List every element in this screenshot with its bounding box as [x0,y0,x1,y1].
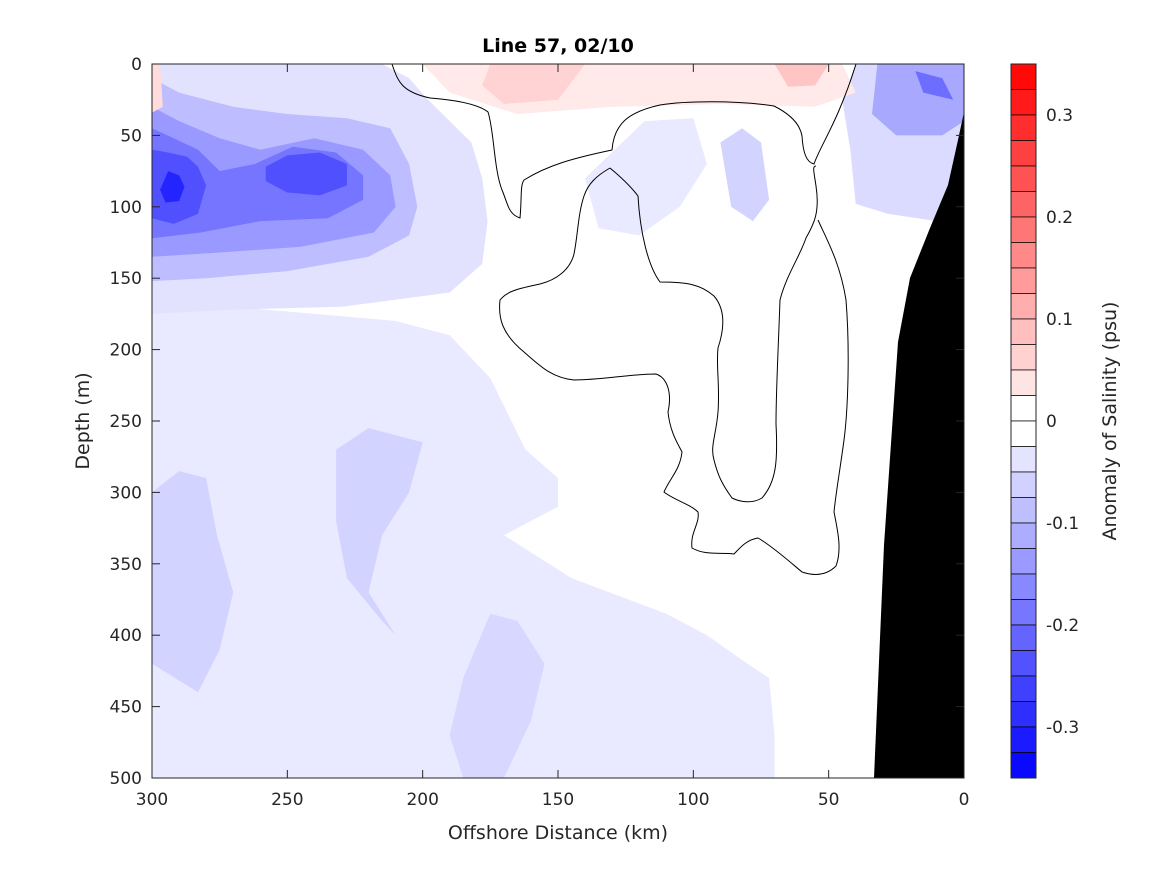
colorbar-swatch [1010,191,1037,218]
colorbar-swatch [1010,548,1037,575]
colorbar-tick-label: 0 [1046,412,1057,432]
colorbar-swatch [1010,420,1037,447]
colorbar-swatch [1010,242,1037,269]
y-tick-label: 0 [131,55,142,75]
colorbar-swatch [1010,497,1037,524]
colorbar-swatch [1010,573,1037,600]
colorbar-swatch [1010,471,1037,498]
chart-title: Line 57, 02/10 [482,35,634,57]
contour-band [160,171,185,203]
y-axis: 0 50 100 150 200 250 300 350 400 450 500 [110,55,964,789]
colorbar-swatch [1010,522,1037,549]
colorbar-label: Anomaly of Salinity (psu) [1099,302,1121,541]
colorbar-swatch [1010,726,1037,753]
x-tick-label: 150 [542,790,574,810]
y-tick-label: 50 [120,126,142,146]
colorbar-tick-label: 0.2 [1046,208,1073,228]
plot-area [152,64,964,778]
colorbar-swatch [1010,446,1037,473]
colorbar-tick-label: -0.3 [1046,718,1079,738]
y-axis-label: Depth (m) [72,372,94,469]
y-tick-label: 450 [110,698,142,718]
x-tick-label: 250 [271,790,303,810]
colorbar-tick-label: -0.2 [1046,616,1079,636]
y-tick-label: 250 [110,412,142,432]
colorbar-swatch [1010,293,1037,320]
colorbar-swatch [1010,89,1037,116]
zero-contour-lines [391,64,857,575]
colorbar-frame [1010,63,1037,779]
y-tick-label: 100 [110,198,142,218]
contour-band [449,613,545,778]
colorbar-swatch [1010,752,1037,779]
x-tick-label: 0 [959,790,970,810]
colorbar-swatch [1010,395,1037,422]
colorbar-swatch [1010,701,1037,728]
colorbar-swatch [1010,318,1037,345]
contour-band [336,428,423,636]
colorbar-tick-label: -0.1 [1046,514,1079,534]
contour-band [152,471,234,693]
zero-contour-line [499,167,849,575]
zero-contour-line [391,64,857,219]
x-axis-label: Offshore Distance (km) [448,822,668,844]
colorbar-swatch [1010,140,1037,167]
colorbar-swatch [1010,369,1037,396]
colorbar-ticks: 0.3 0.2 0.1 0 -0.1 -0.2 -0.3 [1046,106,1079,738]
contour-band [720,128,770,222]
y-tick-label: 200 [110,341,142,361]
y-tick-label: 300 [110,483,142,503]
colorbar-swatch [1010,675,1037,702]
bathymetry-mask [874,112,964,778]
y-tick-label: 150 [110,269,142,289]
contour-band [152,64,163,113]
colorbar-swatch [1010,63,1037,90]
y-tick-label: 500 [110,769,142,789]
colorbar-tick-label: 0.1 [1046,310,1073,330]
colorbar-swatch [1010,165,1037,192]
contour-band [482,64,586,104]
zero-contour-line [609,165,818,503]
x-tick-label: 200 [406,790,438,810]
colorbar-tick-label: 0.3 [1046,106,1073,126]
x-tick-label: 50 [818,790,840,810]
contour-band [265,152,347,196]
x-tick-label: 100 [677,790,709,810]
y-tick-label: 400 [110,626,142,646]
contour-band [774,64,829,87]
colorbar-swatch [1010,267,1037,294]
filled-contours [152,64,964,778]
contour-band [152,299,775,778]
colorbar-swatch [1010,216,1037,243]
contour-band [585,118,707,236]
colorbar-swatch [1010,650,1037,677]
colorbar-swatch [1010,114,1037,141]
colorbar-swatch [1010,624,1037,651]
colorbar [1010,63,1037,779]
colorbar-swatch [1010,344,1037,371]
x-tick-label: 300 [136,790,168,810]
y-tick-label: 350 [110,555,142,575]
colorbar-swatch [1010,599,1037,626]
x-axis: 300 250 200 150 100 50 0 [136,64,970,810]
contour-band [915,71,954,100]
